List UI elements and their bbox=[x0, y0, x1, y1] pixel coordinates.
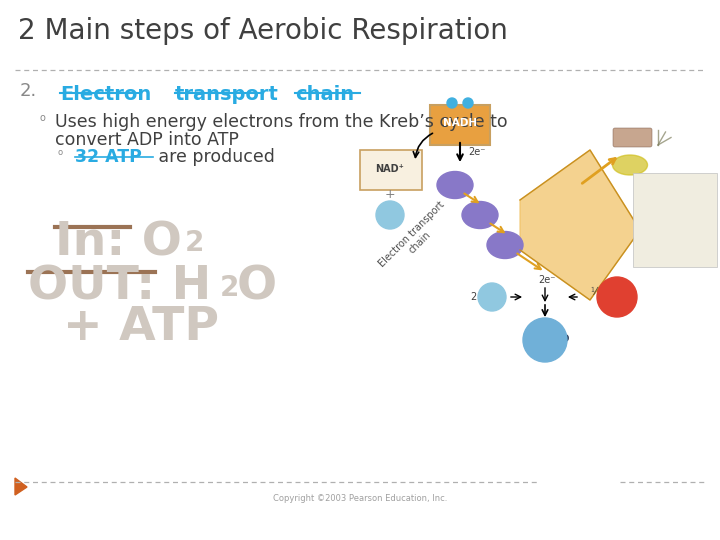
Text: H: H bbox=[541, 334, 549, 344]
FancyBboxPatch shape bbox=[613, 128, 652, 147]
Polygon shape bbox=[520, 150, 640, 300]
Text: Controlled: Controlled bbox=[653, 180, 697, 190]
Text: NADH: NADH bbox=[443, 118, 477, 128]
Polygon shape bbox=[15, 478, 27, 495]
Text: 2.: 2. bbox=[20, 82, 37, 100]
Text: NAD⁺: NAD⁺ bbox=[376, 164, 405, 174]
Text: 2: 2 bbox=[470, 292, 476, 302]
Text: energy for: energy for bbox=[652, 208, 698, 218]
Text: of ATP: of ATP bbox=[662, 237, 688, 246]
Text: +: + bbox=[384, 188, 395, 201]
Text: OUT: H: OUT: H bbox=[28, 265, 211, 310]
Circle shape bbox=[597, 277, 637, 317]
Text: convert ADP into ATP: convert ADP into ATP bbox=[55, 131, 239, 149]
Text: 2e⁻: 2e⁻ bbox=[538, 275, 555, 285]
Text: 2: 2 bbox=[220, 274, 239, 302]
Text: Uses high energy electrons from the Kreb’s cycle to: Uses high energy electrons from the Kreb… bbox=[55, 113, 508, 131]
Text: release of: release of bbox=[654, 194, 696, 204]
Ellipse shape bbox=[613, 155, 647, 175]
Text: synthesis: synthesis bbox=[654, 222, 696, 232]
Circle shape bbox=[463, 98, 473, 108]
Text: Electron: Electron bbox=[60, 85, 151, 104]
Text: O: O bbox=[237, 265, 277, 310]
Text: H⁺: H⁺ bbox=[383, 210, 397, 220]
Text: transport: transport bbox=[175, 85, 279, 104]
Text: are produced: are produced bbox=[153, 148, 275, 166]
Text: O: O bbox=[612, 290, 621, 300]
Text: + ATP: + ATP bbox=[63, 305, 219, 350]
Text: o: o bbox=[40, 113, 46, 123]
Text: ½: ½ bbox=[590, 287, 600, 297]
FancyBboxPatch shape bbox=[430, 105, 490, 145]
Text: O: O bbox=[559, 334, 568, 344]
Text: Electron transport
chain: Electron transport chain bbox=[377, 199, 455, 277]
Ellipse shape bbox=[462, 201, 498, 228]
Text: 32 ATP: 32 ATP bbox=[75, 148, 142, 166]
Text: chain: chain bbox=[295, 85, 354, 104]
Ellipse shape bbox=[437, 172, 473, 199]
Text: H⁺: H⁺ bbox=[485, 292, 499, 302]
Text: Copyright ©2003 Pearson Education, Inc.: Copyright ©2003 Pearson Education, Inc. bbox=[273, 494, 447, 503]
FancyBboxPatch shape bbox=[360, 150, 422, 190]
Text: 2 Main steps of Aerobic Respiration: 2 Main steps of Aerobic Respiration bbox=[18, 17, 508, 45]
Text: 2: 2 bbox=[621, 296, 626, 306]
Ellipse shape bbox=[487, 232, 523, 259]
Circle shape bbox=[478, 283, 506, 311]
Circle shape bbox=[447, 98, 457, 108]
Text: 2: 2 bbox=[553, 339, 558, 348]
Text: In: O: In: O bbox=[55, 220, 182, 265]
Text: o: o bbox=[58, 148, 63, 157]
Circle shape bbox=[523, 318, 567, 362]
Text: 2: 2 bbox=[185, 229, 204, 257]
Circle shape bbox=[376, 201, 404, 229]
Text: 2e⁻: 2e⁻ bbox=[468, 147, 485, 157]
FancyBboxPatch shape bbox=[633, 173, 717, 267]
